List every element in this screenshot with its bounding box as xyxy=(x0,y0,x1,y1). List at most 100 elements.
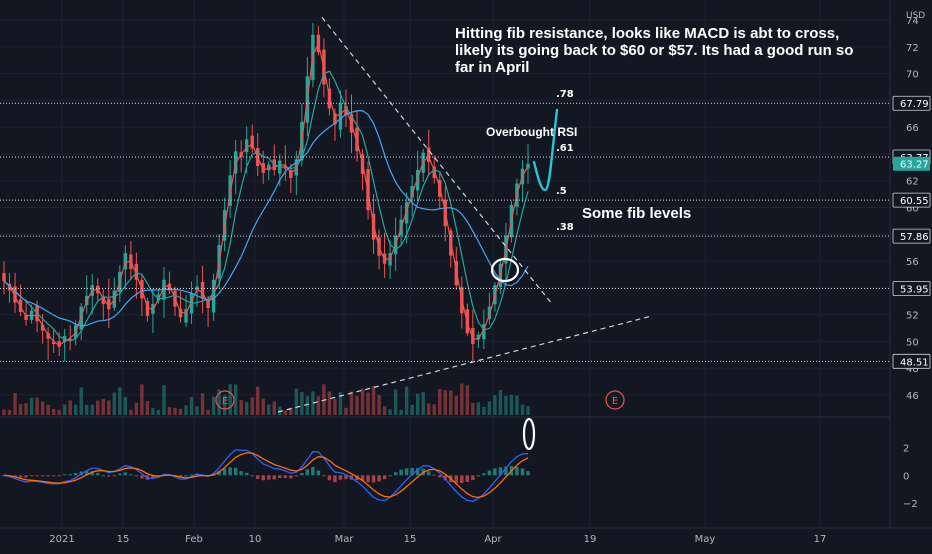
volume-bar xyxy=(360,388,365,415)
volume-bar xyxy=(79,387,83,415)
volume-bar xyxy=(355,395,359,415)
fib-annotation: Some fib levels xyxy=(582,205,692,222)
macd-histogram-bar xyxy=(283,475,288,479)
macd-histogram-bar xyxy=(46,475,50,477)
macd-histogram-bar xyxy=(443,475,447,481)
volume-bar xyxy=(283,410,288,415)
volume-bar xyxy=(432,404,436,415)
time-tick-label: May xyxy=(695,534,716,545)
macd-histogram-bar xyxy=(404,468,409,476)
ma-line xyxy=(3,41,529,347)
macd-histogram-bar xyxy=(300,472,304,476)
time-tick-label: 15 xyxy=(404,534,417,545)
volume-bar xyxy=(96,400,100,415)
volume-bar xyxy=(250,397,254,415)
macd-histogram-bar xyxy=(101,475,105,477)
macd-histogram-bar xyxy=(465,475,470,483)
volume-bar xyxy=(167,407,172,415)
volume-bar xyxy=(189,396,194,415)
volume-bar xyxy=(487,401,492,415)
candle-body xyxy=(487,306,492,320)
time-axis[interactable]: 2021 15 Feb 10 Mar 15 Apr 19 May 17 xyxy=(49,534,826,545)
macd-histogram-bar xyxy=(476,475,481,477)
candle-body xyxy=(404,202,409,224)
macd-histogram-bar xyxy=(438,475,442,478)
volume-bar xyxy=(278,406,282,415)
price-unit-label: USD xyxy=(906,11,925,21)
volume-bar xyxy=(471,403,475,415)
candle-body xyxy=(68,338,72,341)
price-axis[interactable]: 464850525456586062646668707274USD67.7963… xyxy=(892,11,931,510)
candle-body xyxy=(355,127,359,152)
volume-bar xyxy=(57,409,61,415)
projection-squiggle xyxy=(532,108,559,192)
macd-histogram-bar xyxy=(261,475,265,481)
volume-bar xyxy=(40,401,45,415)
candle-body xyxy=(267,164,271,171)
time-tick-label: Mar xyxy=(335,534,355,545)
candle-body xyxy=(184,309,188,323)
volume-bar xyxy=(162,385,166,415)
volume-bar xyxy=(421,392,425,415)
volume-bar xyxy=(228,384,232,415)
macd-pane xyxy=(2,449,530,502)
macd-histogram-bar xyxy=(13,475,17,477)
time-tick-label: 15 xyxy=(117,534,130,545)
macd-histogram-bar xyxy=(399,469,403,476)
candle-body xyxy=(123,253,128,270)
main-annotation: Hitting fib resistance, looks like MACD … xyxy=(455,25,854,76)
macd-histogram-bar xyxy=(68,474,72,476)
volume-bar xyxy=(101,398,105,415)
volume-bar xyxy=(2,409,6,415)
macd-histogram-bar xyxy=(35,475,39,477)
volume-bar xyxy=(261,398,265,415)
volume-bar xyxy=(349,391,354,415)
volume-bar xyxy=(520,404,525,415)
volume-bar xyxy=(73,404,78,415)
earnings-marker-circle xyxy=(215,390,235,410)
macd-histogram-bar xyxy=(118,473,122,476)
candle-body xyxy=(471,328,475,345)
signal-line xyxy=(3,452,529,499)
candle-body xyxy=(107,298,111,310)
volume-bar xyxy=(156,409,161,415)
fib-ratio-label: .5 xyxy=(556,186,567,197)
macd-cross-circle xyxy=(522,417,536,451)
candle-body xyxy=(250,135,254,149)
candle-body xyxy=(51,341,56,345)
grid-lines xyxy=(0,0,932,529)
macd-histogram-bar xyxy=(371,475,376,483)
candle-body xyxy=(476,334,481,340)
volume-bar xyxy=(465,385,470,415)
time-tick-label: Feb xyxy=(185,534,203,545)
volume-bars xyxy=(2,383,530,415)
macd-histogram-bar xyxy=(123,472,128,476)
candle-body xyxy=(211,279,216,313)
price-tick-label: 48 xyxy=(906,364,919,375)
price-tick-label: 66 xyxy=(906,123,919,134)
macd-histogram-bar xyxy=(498,467,503,476)
volume-bar xyxy=(316,396,321,415)
time-tick-label: 17 xyxy=(814,534,827,545)
volume-bar xyxy=(493,395,497,415)
macd-histogram-bar xyxy=(228,467,232,476)
candle-body xyxy=(24,314,28,320)
volume-bar xyxy=(399,409,403,415)
macd-histogram-bar xyxy=(140,475,144,479)
time-tick-label: 19 xyxy=(584,534,597,545)
macd-histogram-bar xyxy=(62,474,67,476)
macd-histogram-bar xyxy=(272,475,276,480)
macd-histogram-bar xyxy=(85,471,89,476)
volume-bar xyxy=(222,395,227,415)
volume-bar xyxy=(460,383,464,415)
volume-bar xyxy=(217,389,221,415)
fib-ratio-label: .78 xyxy=(556,89,574,100)
macd-line xyxy=(3,449,529,502)
macd-histogram-bar xyxy=(393,472,398,476)
volume-bar xyxy=(294,388,299,415)
candle-body xyxy=(101,297,105,304)
volume-bar xyxy=(300,392,304,415)
